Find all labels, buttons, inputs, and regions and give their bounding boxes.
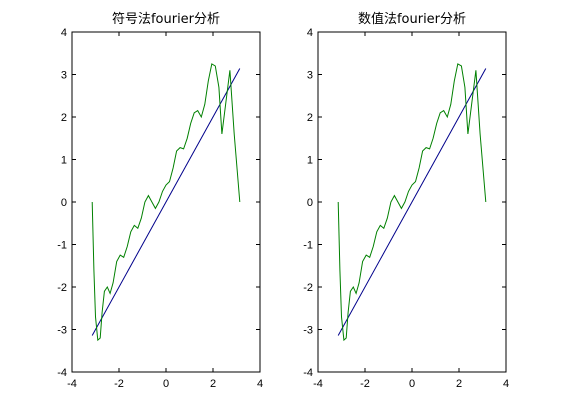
x-tick-label: 4: [257, 378, 263, 390]
y-tick-label: 4: [307, 27, 313, 39]
y-tick-label: 2: [307, 112, 313, 124]
x-tick-label: 2: [456, 378, 462, 390]
x-tick-label: -4: [313, 378, 323, 390]
y-tick-label: -4: [57, 367, 67, 379]
chart-title: 数值法fourier分析: [358, 11, 466, 27]
x-tick-label: 0: [163, 378, 169, 390]
x-tick-label: -4: [67, 378, 77, 390]
y-tick-label: -2: [303, 282, 313, 294]
series-line-original: [91, 68, 241, 336]
y-tick-label: -1: [57, 240, 67, 252]
y-tick-label: 3: [61, 70, 67, 82]
y-tick-label: 4: [61, 27, 67, 39]
y-tick-label: 3: [307, 70, 313, 82]
y-tick-label: 0: [61, 197, 67, 209]
y-tick-label: 0: [307, 197, 313, 209]
chart-title: 符号法fourier分析: [112, 11, 220, 27]
y-tick-label: -2: [57, 282, 67, 294]
subplot-1: 符号法fourier分析 -4 -2 0 2 4 -4 -3 -2 -1 0 1 2 3 4: [57, 11, 263, 390]
x-tick-label: 4: [503, 378, 509, 390]
series-line-fourier: [91, 63, 241, 342]
x-tick-label: 0: [409, 378, 415, 390]
y-tick-label: -3: [57, 325, 67, 337]
series-line-original: [337, 68, 487, 336]
x-tick-label: -2: [360, 378, 370, 390]
x-tick-label: 2: [210, 378, 216, 390]
y-tick-label: -1: [303, 240, 313, 252]
series-line-fourier: [337, 63, 487, 342]
y-tick-label: 2: [61, 112, 67, 124]
subplot-2: 数值法fourier分析 -4 -2 0 2 4 -4 -3 -2 -1 0 1 2 3 4: [303, 11, 509, 390]
y-tick-label: -4: [303, 367, 313, 379]
y-tick-label: -3: [303, 325, 313, 337]
x-tick-label: -2: [114, 378, 124, 390]
y-tick-label: 1: [307, 155, 313, 167]
y-tick-label: 1: [61, 155, 67, 167]
